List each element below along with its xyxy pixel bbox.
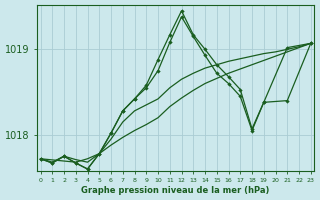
X-axis label: Graphe pression niveau de la mer (hPa): Graphe pression niveau de la mer (hPa) (82, 186, 270, 195)
